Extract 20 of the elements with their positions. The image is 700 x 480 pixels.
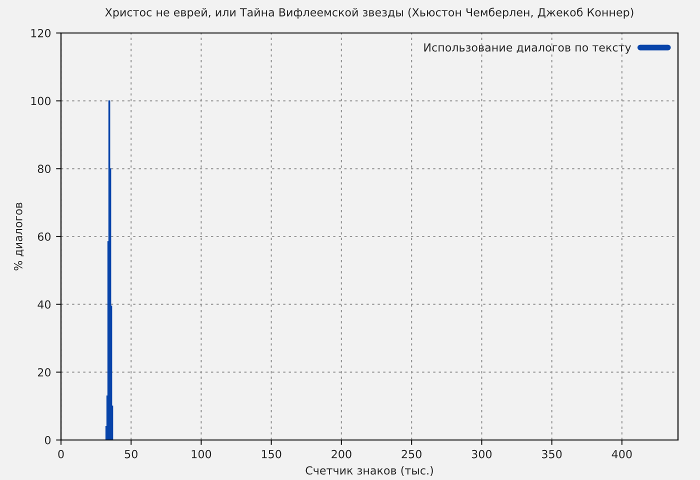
x-tick-label: 350 [542, 450, 562, 458]
y-tick-label: 60 [38, 232, 51, 241]
legend-label: Использование диалогов по тексту [424, 43, 631, 54]
x-tick-label: 250 [402, 450, 422, 458]
y-tick-label: 20 [38, 368, 51, 377]
x-tick-label: 50 [124, 450, 138, 458]
x-tick-label: 100 [192, 450, 212, 458]
y-tick-label: 40 [38, 300, 51, 309]
y-tick-label: 120 [31, 28, 51, 38]
x-tick-label: 0 [58, 450, 64, 458]
x-tick-label: 300 [472, 450, 492, 458]
y-tick-label: 0 [44, 436, 51, 444]
y-tick-label: 80 [38, 164, 51, 174]
chart-title: Христос не еврей, или Тайна Вифлеемской звезды (Хьюстон Чемберлен, Джекоб Коннер) [105, 8, 634, 19]
x-tick-label: 200 [332, 450, 352, 458]
x-tick-label: 150 [262, 450, 282, 458]
y-axis-title: % диалогов [14, 202, 24, 270]
x-axis-title: Счетчик знаков (тыс.) [306, 466, 433, 476]
x-tick-label: 400 [612, 450, 632, 458]
y-tick-label: 100 [31, 96, 51, 106]
